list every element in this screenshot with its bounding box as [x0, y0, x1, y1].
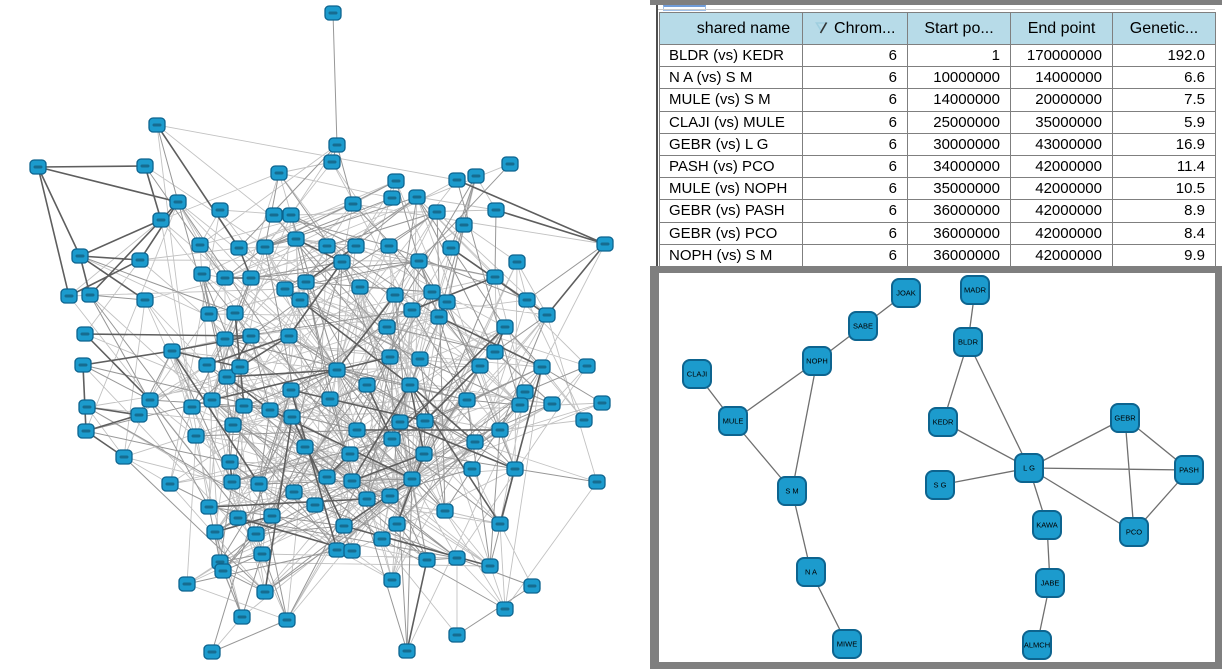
svg-text:SABE: SABE [853, 322, 873, 331]
svg-text:NOPH: NOPH [806, 357, 828, 366]
svg-text:S M: S M [785, 487, 798, 496]
svg-text:GEBR: GEBR [1114, 414, 1136, 423]
svg-text:PCO: PCO [1126, 528, 1142, 537]
svg-text:ALMCH: ALMCH [1024, 641, 1050, 650]
svg-text:L G: L G [1023, 464, 1035, 473]
svg-text:JABE: JABE [1041, 579, 1060, 588]
svg-text:JOAK: JOAK [896, 289, 916, 298]
svg-text:CLAJI: CLAJI [687, 370, 707, 379]
svg-text:KAWA: KAWA [1036, 521, 1058, 530]
svg-text:MULE: MULE [723, 417, 744, 426]
svg-text:MADR: MADR [964, 286, 987, 295]
svg-text:PASH: PASH [1179, 466, 1199, 475]
svg-text:S G: S G [934, 481, 947, 490]
svg-text:N A: N A [805, 568, 817, 577]
svg-text:MIWE: MIWE [837, 640, 857, 649]
svg-text:KEDR: KEDR [933, 418, 954, 427]
svg-text:BLDR: BLDR [958, 338, 979, 347]
